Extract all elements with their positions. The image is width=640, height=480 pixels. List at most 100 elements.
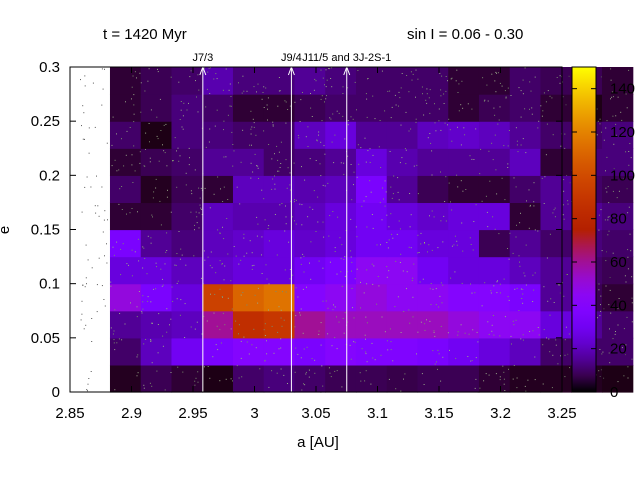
particle-dot — [166, 250, 168, 251]
particle-dot — [265, 87, 267, 89]
particle-dot — [295, 347, 297, 349]
x-tick-label: 3.1 — [367, 405, 388, 422]
particle-dot — [138, 291, 140, 292]
heat-cell — [355, 310, 388, 339]
particle-dot — [96, 311, 98, 313]
particle-dot — [563, 179, 565, 181]
particle-dot — [284, 100, 286, 102]
heat-cell — [202, 202, 234, 231]
heat-cell — [355, 337, 388, 366]
particle-dot — [211, 267, 213, 269]
particle-dot — [491, 330, 493, 332]
particle-dot — [253, 86, 255, 88]
heat-cell — [171, 337, 203, 366]
particle-dot — [469, 155, 471, 157]
heat-cell — [540, 283, 572, 312]
particle-dot — [552, 134, 554, 136]
particle-dot — [408, 246, 410, 248]
particle-dot — [491, 324, 493, 326]
particle-dot — [566, 274, 568, 275]
particle-dot — [493, 334, 495, 336]
particle-dot — [257, 83, 259, 85]
particle-dot — [390, 213, 392, 215]
particle-dot — [320, 141, 322, 143]
particle-dot — [82, 284, 84, 286]
particle-dot — [484, 282, 486, 284]
particle-dot — [140, 82, 142, 84]
particle-dot — [563, 295, 565, 297]
colorbar-tick-label: 140 — [610, 81, 635, 98]
particle-dot — [557, 363, 559, 365]
particle-dot — [381, 219, 383, 221]
heat-cell — [325, 283, 357, 312]
particle-dot — [351, 199, 353, 201]
particle-dot — [543, 329, 545, 331]
particle-dot — [516, 377, 518, 379]
particle-dot — [441, 75, 443, 77]
particle-dot — [390, 341, 392, 343]
particle-dot — [166, 232, 168, 234]
particle-dot — [356, 268, 358, 270]
heat-cell — [448, 94, 480, 122]
particle-dot — [329, 68, 331, 70]
particle-dot — [365, 351, 367, 353]
particle-dot — [254, 153, 256, 155]
particle-dot — [276, 372, 278, 374]
particle-dot — [101, 104, 103, 106]
particle-dot — [474, 387, 476, 389]
heat-cell — [478, 256, 511, 285]
particle-dot — [320, 322, 322, 324]
particle-dot — [470, 244, 472, 245]
particle-dot — [334, 134, 336, 136]
particle-dot — [365, 196, 367, 198]
particle-dot — [344, 138, 346, 140]
particle-dot — [428, 244, 430, 246]
particle-dot — [608, 230, 610, 232]
particle-dot — [541, 177, 543, 179]
particle-dot — [156, 135, 158, 137]
particle-dot — [477, 341, 479, 343]
particle-dot — [163, 124, 165, 126]
particle-dot — [360, 281, 361, 283]
particle-dot — [155, 178, 157, 180]
particle-dot — [277, 105, 279, 107]
x-tick-label: 2.9 — [121, 405, 142, 422]
heat-cell — [417, 121, 449, 149]
particle-dot — [276, 145, 278, 147]
particle-dot — [487, 226, 489, 228]
particle-dot — [328, 68, 330, 69]
particle-dot — [365, 316, 367, 318]
particle-dot — [367, 78, 368, 80]
particle-dot — [499, 292, 501, 294]
particle-dot — [278, 348, 280, 350]
particle-dot — [551, 97, 553, 99]
particle-dot — [305, 136, 307, 138]
particle-dot — [512, 320, 514, 322]
particle-dot — [354, 341, 356, 343]
particle-dot — [350, 116, 352, 118]
heat-cell — [417, 256, 449, 285]
particle-dot — [630, 157, 632, 159]
particle-dot — [166, 331, 168, 333]
particle-dot — [421, 86, 423, 88]
colorbar-tick-label: 20 — [610, 341, 627, 358]
particle-dot — [271, 158, 273, 160]
x-axis-label: a [AU] — [297, 434, 339, 451]
particle-dot — [510, 335, 512, 337]
particle-dot — [333, 162, 335, 164]
particle-dot — [460, 180, 462, 182]
particle-dot — [289, 189, 291, 191]
particle-dot — [346, 271, 348, 273]
particle-dot — [256, 165, 257, 167]
heat-cell — [448, 202, 480, 231]
particle-dot — [325, 69, 327, 71]
heat-cell — [417, 229, 449, 258]
particle-dot — [238, 324, 240, 326]
particle-dot — [612, 115, 614, 117]
particle-dot — [563, 218, 565, 220]
heat-cell — [140, 364, 173, 393]
particle-dot — [424, 329, 426, 331]
particle-dot — [316, 140, 318, 142]
particle-dot — [430, 283, 432, 284]
particle-dot — [397, 177, 399, 179]
